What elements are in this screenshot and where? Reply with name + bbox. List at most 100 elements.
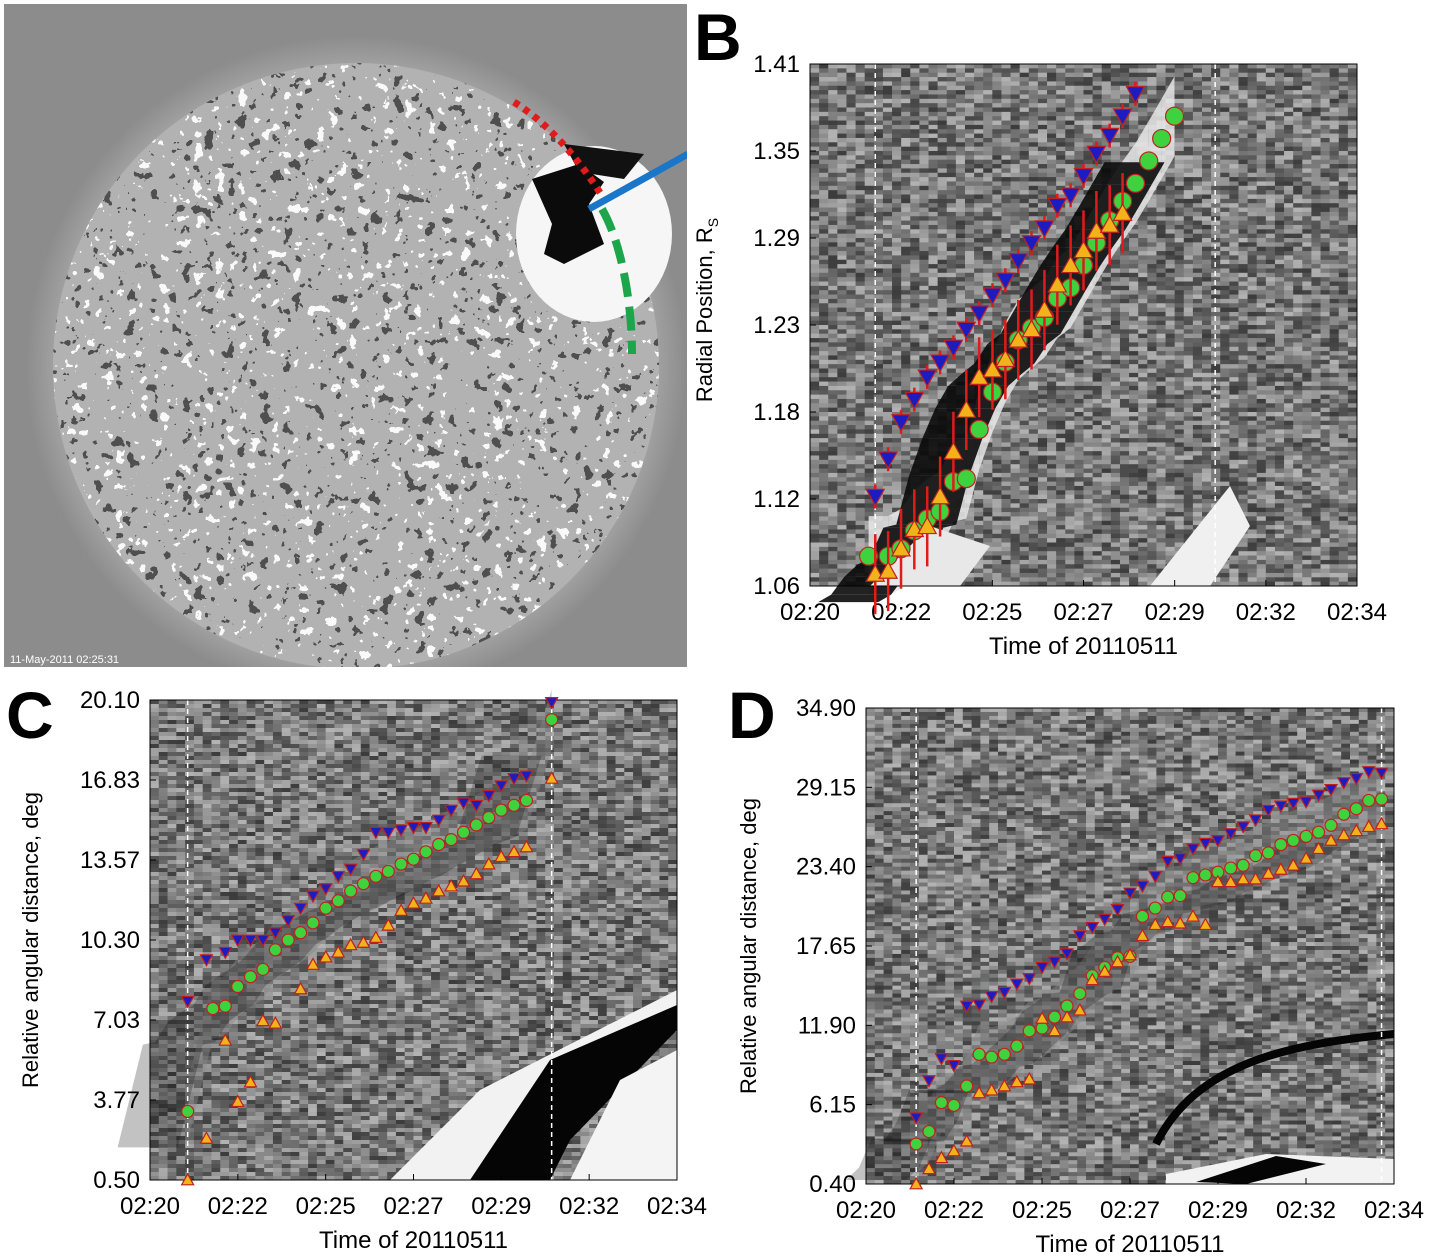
data-point-triangle-down <box>865 488 886 507</box>
data-point-circle <box>972 1047 986 1061</box>
data-point-triangle-up <box>1086 220 1107 239</box>
data-point-triangle-up <box>934 1150 949 1164</box>
data-point-triangle-down <box>331 870 346 884</box>
data-point-triangle-down <box>1210 835 1225 848</box>
data-point-triangle-down <box>1085 921 1100 935</box>
data-point-triangle-down <box>293 902 308 916</box>
data-point-circle <box>947 1098 961 1112</box>
data-point-circle <box>1125 173 1146 193</box>
y-tick-label: 29.15 <box>796 774 856 801</box>
y-axis-label: Relative angular distance, deg <box>18 792 43 1088</box>
data-point-circle <box>1173 889 1187 903</box>
data-point-triangle-up <box>431 883 446 897</box>
time-distance-map <box>810 64 1358 603</box>
data-point-triangle-up <box>456 873 471 887</box>
series-circle <box>181 712 559 1119</box>
data-point-triangle-down <box>1097 913 1112 927</box>
data-point-triangle-up <box>1122 947 1138 961</box>
data-point-triangle-down <box>995 272 1016 291</box>
data-point-circle <box>1022 1024 1036 1038</box>
data-point-circle <box>1286 833 1300 848</box>
data-point-triangle-up <box>1198 917 1213 931</box>
x-tick-label: 02:29 <box>471 1193 531 1220</box>
data-point-triangle-down <box>418 821 433 835</box>
data-point-triangle-up <box>891 538 912 557</box>
data-point-triangle-down <box>243 934 258 948</box>
data-point-triangle-up <box>909 1176 924 1190</box>
data-point-triangle-down <box>1323 784 1339 797</box>
x-tick-label: 02:34 <box>647 1193 707 1220</box>
data-point-triangle-up <box>1034 299 1055 318</box>
data-point-circle <box>369 869 383 883</box>
panel-letter-d: D <box>728 682 776 748</box>
data-point-circle <box>1148 901 1162 915</box>
series-triangle-down <box>180 697 559 1009</box>
data-point-triangle-down <box>1009 978 1024 992</box>
x-tick-label: 02:20 <box>836 1197 896 1224</box>
data-point-triangle-up <box>544 771 559 784</box>
data-point-triangle-down <box>394 824 409 838</box>
data-point-triangle-down <box>230 934 245 948</box>
data-point-triangle-up <box>997 1078 1012 1092</box>
data-point-circle <box>419 845 433 859</box>
data-point-triangle-down <box>904 391 925 410</box>
time-distance-map <box>117 690 678 1181</box>
y-tick-label: 13.57 <box>80 847 140 874</box>
data-point-triangle-down <box>1311 789 1326 803</box>
data-point-circle <box>1152 128 1172 149</box>
x-tick-label: 02:25 <box>962 599 1022 626</box>
x-tick-label: 02:32 <box>1276 1197 1336 1224</box>
data-point-triangle-up <box>995 349 1016 368</box>
data-point-triangle-down <box>381 826 396 840</box>
x-tick-label: 02:22 <box>924 1197 984 1224</box>
data-point-triangle-up <box>1135 928 1150 942</box>
data-point-triangle-down <box>506 772 522 786</box>
data-point-triangle-up <box>1361 819 1376 833</box>
data-point-circle <box>984 1050 999 1064</box>
data-point-triangle-down <box>318 883 333 896</box>
data-point-triangle-down <box>1047 956 1062 970</box>
data-point-triangle-down <box>921 1075 937 1088</box>
data-point-triangle-down <box>878 451 899 470</box>
data-point-triangle-up <box>331 945 346 958</box>
data-point-circle <box>381 864 395 879</box>
data-point-triangle-up <box>1022 1071 1037 1085</box>
data-point-triangle-up <box>199 1131 214 1144</box>
data-point-circle <box>997 1047 1012 1061</box>
data-point-circle <box>306 916 320 930</box>
data-point-circle <box>469 818 483 832</box>
data-point-triangle-down <box>997 986 1012 1000</box>
data-point-triangle-down <box>1286 797 1301 811</box>
data-point-circle <box>960 1079 974 1093</box>
data-point-triangle-down <box>1047 197 1068 216</box>
data-point-triangle-down <box>1261 804 1276 818</box>
data-point-triangle-down <box>956 321 977 340</box>
y-tick-label: 1.12 <box>753 486 800 513</box>
y-tick-label: 0.40 <box>809 1171 856 1198</box>
data-point-circle <box>1374 792 1389 806</box>
data-point-circle <box>1135 909 1150 923</box>
data-point-triangle-up <box>406 896 421 909</box>
data-point-triangle-down <box>1349 772 1364 786</box>
data-point-triangle-down <box>368 826 383 840</box>
x-axis-label: Time of 20110511 <box>319 1227 508 1254</box>
y-tick-label: 1.29 <box>753 225 800 252</box>
data-point-circle <box>1337 807 1351 821</box>
data-point-triangle-down <box>1135 880 1150 894</box>
data-point-triangle-down <box>1299 796 1314 810</box>
data-point-triangle-up <box>1060 255 1081 274</box>
data-point-triangle-down <box>1248 814 1263 827</box>
data-point-circle <box>1161 890 1175 904</box>
data-point-circle <box>1010 1039 1024 1053</box>
data-point-triangle-up <box>305 957 321 970</box>
data-point-triangle-up <box>1311 841 1326 855</box>
data-point-triangle-down <box>1185 843 1201 856</box>
data-point-triangle-up <box>180 1172 195 1186</box>
data-point-circle <box>406 852 421 866</box>
y-tick-label: 23.40 <box>796 854 856 881</box>
data-point-triangle-up <box>268 1016 283 1029</box>
data-point-triangle-up <box>1323 833 1339 846</box>
data-point-circle <box>1139 151 1159 171</box>
data-point-circle <box>934 1095 949 1110</box>
x-tick-label: 02:20 <box>120 1193 180 1220</box>
